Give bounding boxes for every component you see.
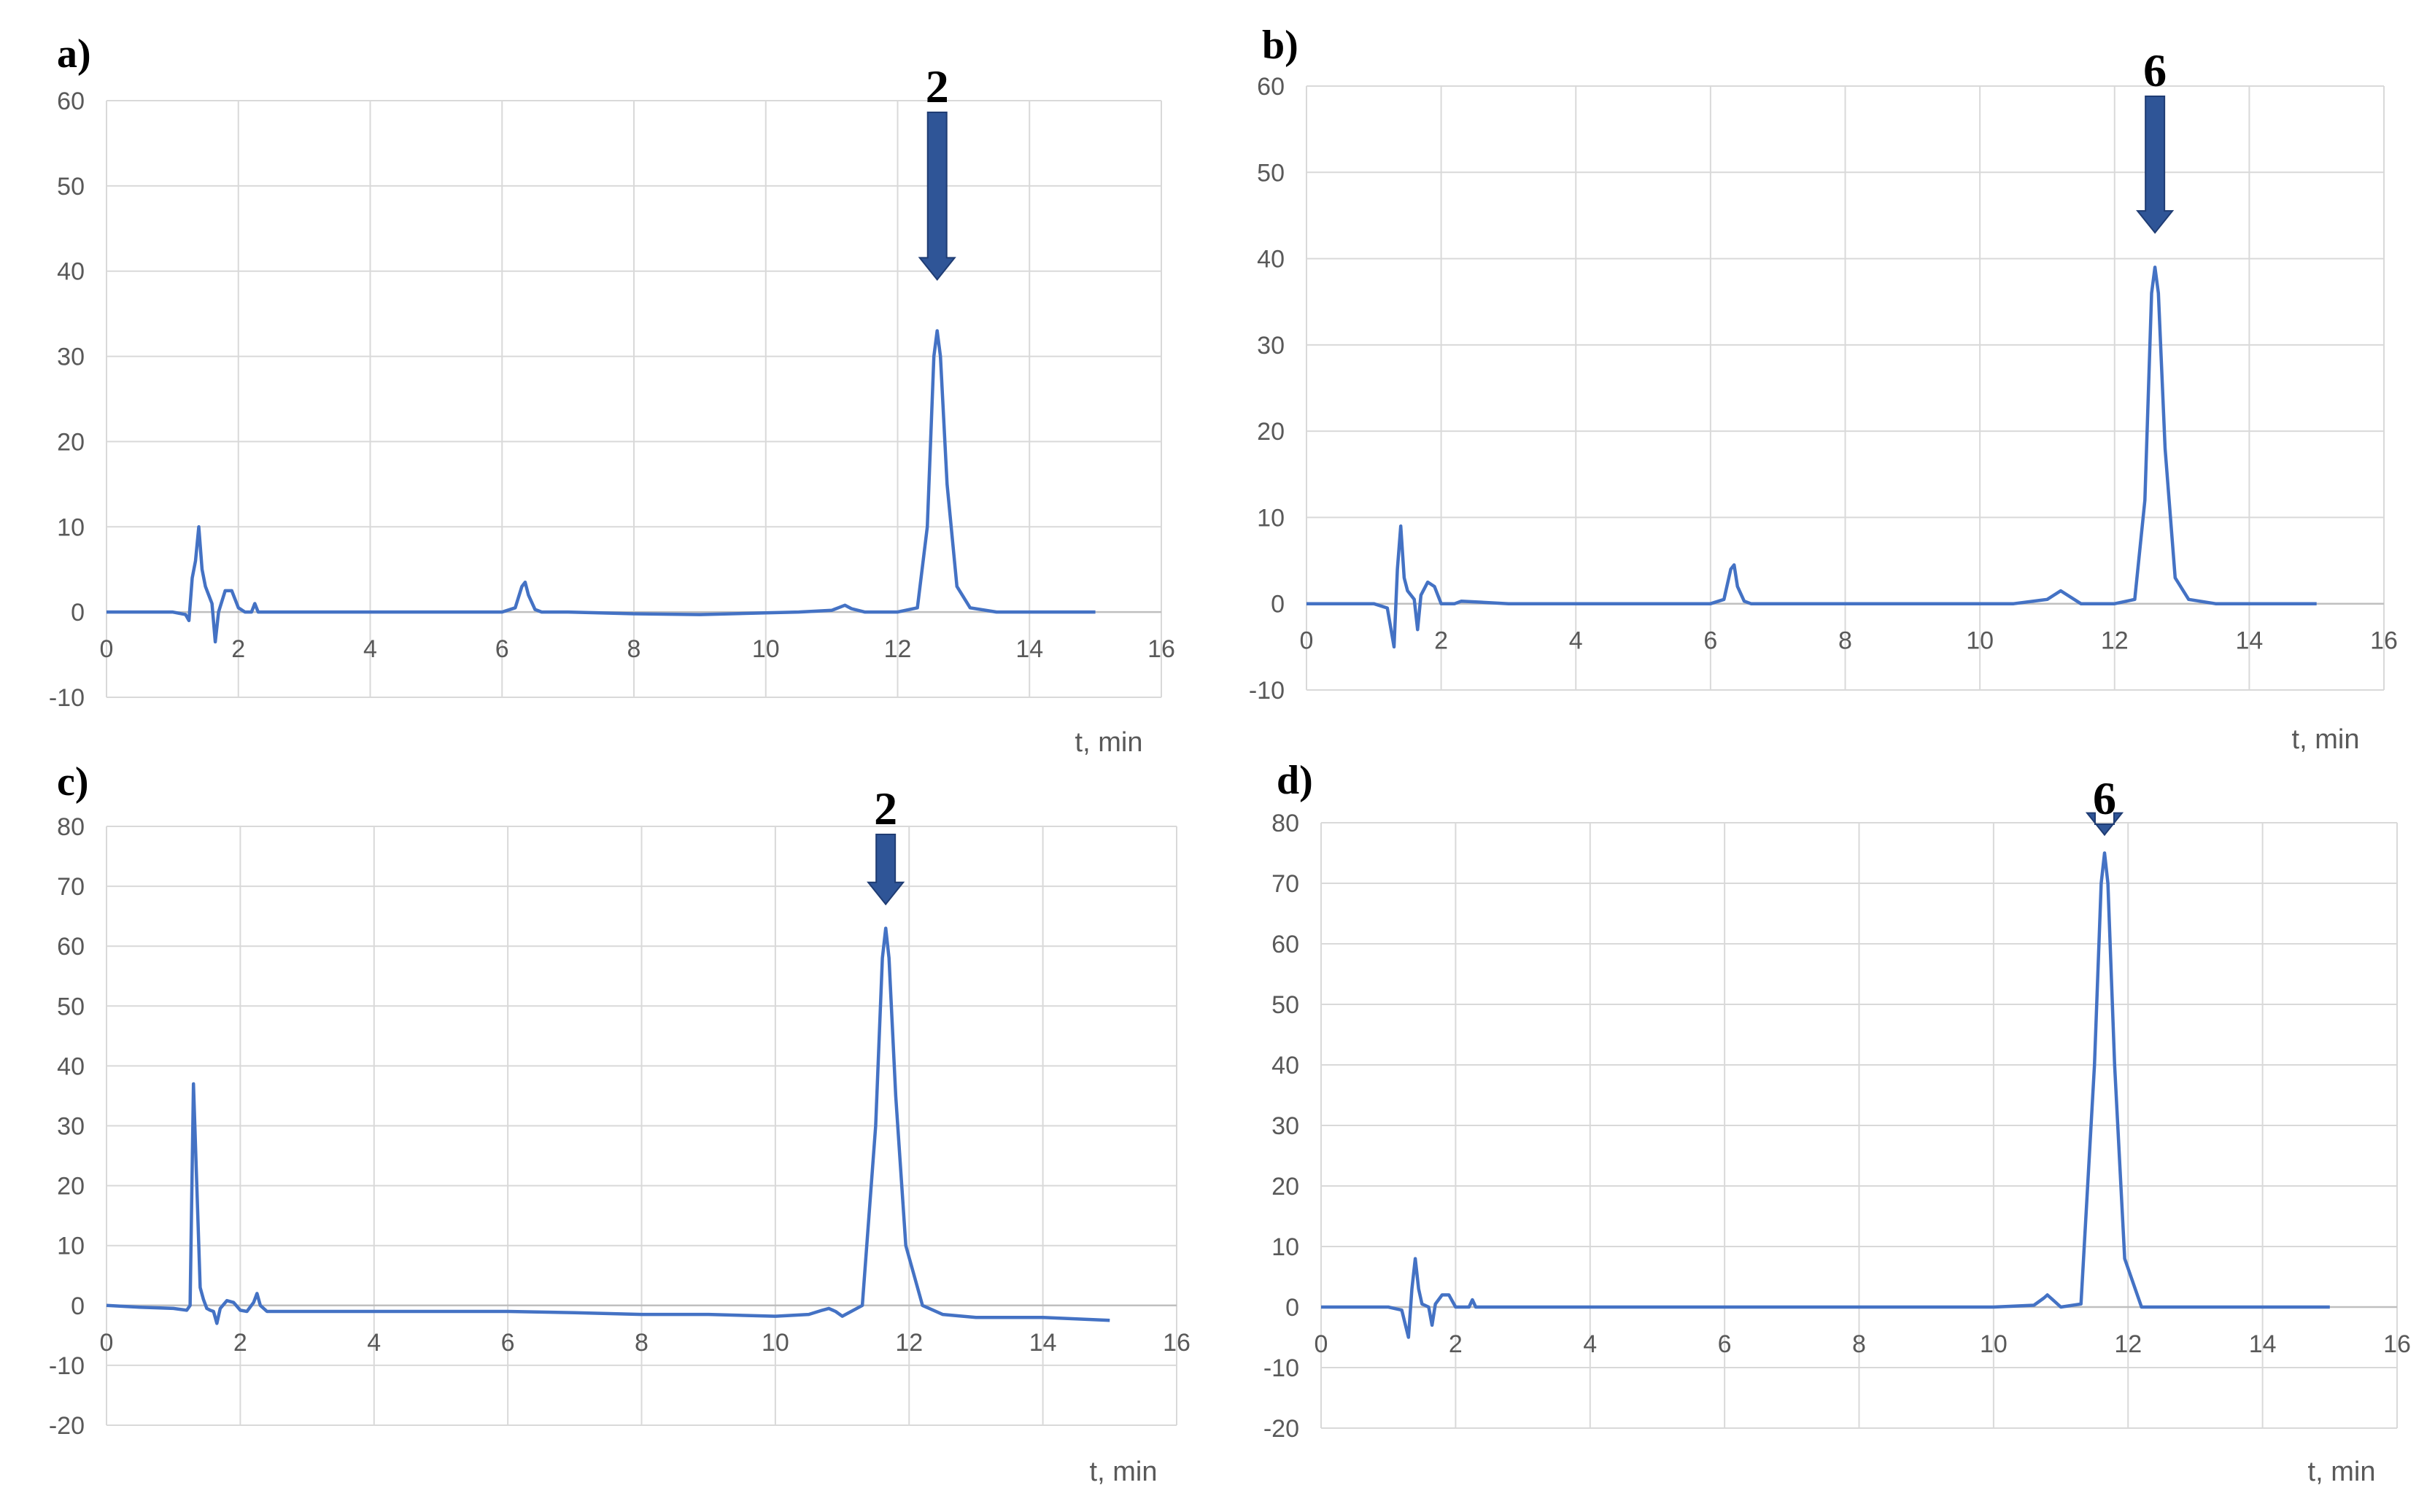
peak-label: 6 [2143,44,2167,96]
y-tick-label: 0 [1285,1294,1299,1322]
x-tick-label: 14 [2249,1330,2277,1358]
x-tick-label: 10 [752,635,780,663]
y-tick-label: 40 [57,258,85,286]
y-tick-label: 40 [57,1052,85,1080]
x-tick-label: 16 [1163,1329,1191,1357]
y-tick-label: 20 [1271,1173,1299,1201]
x-tick-label: 2 [1434,627,1448,655]
x-tick-label: 8 [627,635,641,663]
panel-label: d) [1277,758,1313,803]
x-tick-label: 14 [1015,635,1043,663]
x-tick-label: 16 [2383,1330,2411,1358]
x-tick-label: 2 [1449,1330,1463,1358]
x-tick-label: 12 [2114,1330,2142,1358]
peak-label: 6 [2093,772,2116,824]
x-tick-label: 4 [363,635,377,663]
x-tick-label: 10 [1966,627,1994,655]
y-tick-label: 60 [1257,73,1285,101]
x-tick-label: 12 [2101,627,2129,655]
y-tick-label: -10 [49,1352,85,1380]
x-tick-label: 16 [1147,635,1175,663]
x-tick-label: 0 [1300,627,1314,655]
chart-panel-a: -10 0 10 20 30 40 50 60 0 2 4 6 8 10 12 14 16 t, min a) 2 [49,31,1175,758]
x-tick-label: 4 [1583,1330,1597,1358]
x-tick-label: 4 [1569,627,1583,655]
y-tick-label: 70 [57,873,85,901]
x-tick-label: 12 [895,1329,923,1357]
x-tick-label: 2 [233,1329,247,1357]
chromatogram-trace [1321,851,2330,1339]
x-tick-label: 14 [1029,1329,1057,1357]
y-tick-label: -20 [1263,1415,1299,1443]
y-tick-label: 20 [57,1173,85,1201]
y-tick-label: 30 [57,1113,85,1141]
x-tick-label: 2 [231,635,245,663]
y-tick-label: 80 [57,813,85,841]
y-tick-label: 60 [57,933,85,961]
x-tick-label: 6 [1703,627,1717,655]
x-tick-label: 4 [367,1329,381,1357]
panel-label: a) [57,31,91,77]
x-tick-label: 8 [635,1329,649,1357]
y-tick-label: 70 [1271,870,1299,898]
y-tick-label: 0 [71,1292,85,1320]
x-tick-label: 0 [100,1329,114,1357]
chromatogram-trace [106,926,1110,1325]
y-tick-label: 20 [1257,418,1285,446]
y-tick-label: 60 [57,88,85,115]
x-axis-title: t, min [1075,727,1143,758]
x-tick-label: 6 [495,635,509,663]
x-axis-title: t, min [2292,724,2360,755]
x-axis-title: t, min [1090,1457,1158,1487]
y-tick-label: 0 [1271,591,1285,619]
x-tick-label: 8 [1838,627,1852,655]
y-tick-label: 50 [1257,159,1285,187]
panel-label: b) [1262,23,1298,68]
panel-label: c) [57,759,89,805]
y-tick-label: 0 [71,599,85,627]
y-tick-label: 50 [1271,991,1299,1019]
y-tick-label: 10 [57,513,85,541]
peak-label: 2 [874,783,897,834]
x-tick-label: 8 [1852,1330,1866,1358]
y-tick-label: 10 [1271,1233,1299,1261]
y-tick-label: 20 [57,428,85,456]
x-tick-label: 14 [2235,627,2263,655]
peak-arrow [2085,812,2124,837]
y-tick-label: 60 [1271,931,1299,958]
chart-panel-c: -20 -10 0 10 20 30 40 50 60 70 80 0 2 4 6 8 10 12 14 16 t, m… [49,759,1191,1487]
x-tick-label: 10 [1980,1330,2008,1358]
chromatogram-trace [1306,265,2317,649]
y-tick-label: 30 [1271,1112,1299,1140]
peak-arrow [867,834,905,906]
y-tick-label: -20 [49,1412,85,1440]
y-tick-label: 10 [57,1233,85,1260]
y-tick-label: 50 [57,173,85,201]
y-tick-label: -10 [1263,1354,1299,1382]
x-tick-label: 12 [884,635,912,663]
x-tick-label: 6 [1718,1330,1732,1358]
y-tick-label: 30 [57,344,85,371]
x-tick-label: 0 [1315,1330,1328,1358]
chart-panel-b: -10 0 10 20 30 40 50 60 0 2 4 6 8 10 12 14 16 t, min b) 6 [1249,23,2398,755]
peak-label: 2 [926,61,949,112]
chart-panel-d: -20 -10 0 10 20 30 40 50 60 70 80 0 2 4 6 8 10 12 14 16 t, m… [1263,758,2411,1487]
x-tick-label: 0 [100,635,114,663]
y-tick-label: 40 [1257,246,1285,274]
y-tick-label: 80 [1271,810,1299,837]
y-tick-label: 10 [1257,504,1285,532]
y-tick-label: -10 [49,684,85,712]
y-tick-label: 40 [1271,1052,1299,1079]
y-tick-label: 30 [1257,332,1285,360]
y-tick-label: -10 [1249,677,1285,705]
x-axis-title: t, min [2308,1457,2376,1487]
peak-arrow [2136,96,2175,234]
y-tick-label: 50 [57,993,85,1020]
peak-arrow [918,112,956,282]
x-tick-label: 10 [762,1329,789,1357]
x-tick-label: 16 [2370,627,2398,655]
chromatogram-trace [107,329,1096,644]
x-tick-label: 6 [501,1329,515,1357]
